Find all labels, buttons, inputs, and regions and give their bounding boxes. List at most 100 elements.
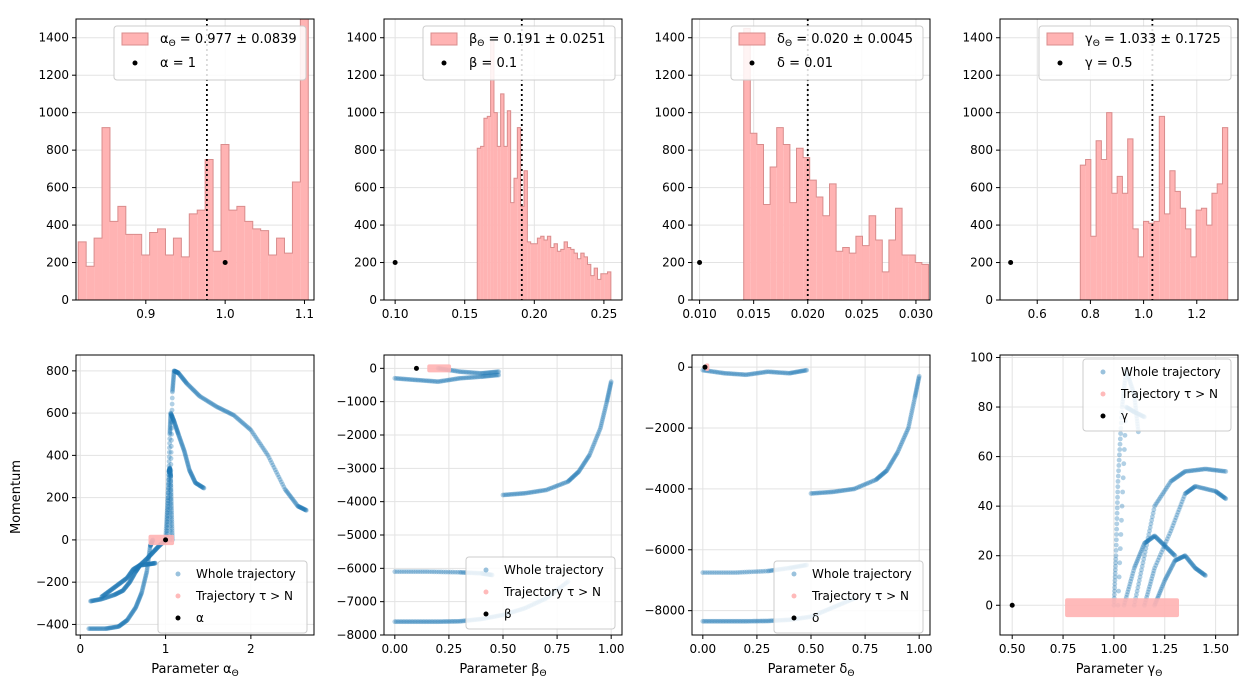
trajectory-point bbox=[186, 382, 192, 388]
trajectory-point bbox=[131, 566, 137, 572]
histogram-bar bbox=[915, 262, 922, 300]
trajectory-point bbox=[106, 589, 112, 594]
trajectory-point bbox=[129, 568, 135, 574]
trajectory-point bbox=[709, 618, 715, 624]
trajectory-point bbox=[165, 490, 171, 496]
trajectory-point bbox=[132, 566, 138, 571]
trajectory-point bbox=[164, 505, 170, 511]
trajectory-point bbox=[165, 486, 171, 491]
trajectory-point bbox=[718, 618, 724, 624]
trajectory-point bbox=[138, 591, 144, 597]
trajectory-point bbox=[148, 551, 154, 557]
trajectory-point bbox=[171, 371, 177, 377]
trajectory-point bbox=[123, 576, 129, 582]
trajectory-point bbox=[122, 585, 128, 591]
trajectory-point bbox=[257, 440, 262, 446]
trajectory-point bbox=[167, 436, 173, 442]
trajectory-point bbox=[133, 565, 139, 571]
trajectory-point bbox=[897, 444, 903, 450]
trajectory-point bbox=[284, 489, 290, 495]
trajectory-point bbox=[398, 619, 404, 625]
trajectory-point bbox=[732, 371, 738, 377]
trajectory-point bbox=[166, 468, 172, 473]
tail-trajectory-band bbox=[148, 534, 175, 546]
trajectory-point bbox=[763, 618, 769, 624]
trajectory-point bbox=[186, 465, 192, 470]
y-tick-label: 600 bbox=[46, 406, 69, 420]
trajectory-point bbox=[737, 569, 743, 575]
trajectory-point bbox=[475, 370, 481, 376]
trajectory-point bbox=[152, 547, 158, 553]
trajectory-point bbox=[450, 569, 456, 575]
trajectory-point bbox=[260, 445, 266, 451]
histogram-bar bbox=[822, 215, 830, 300]
trajectory-point bbox=[882, 469, 888, 475]
x-tick-label: 0 bbox=[76, 642, 84, 656]
trajectory-point bbox=[1117, 560, 1123, 566]
trajectory-point bbox=[606, 390, 612, 396]
trajectory-point bbox=[261, 447, 267, 453]
trajectory-point bbox=[594, 435, 599, 441]
trajectory-point bbox=[168, 480, 174, 486]
trajectory-point bbox=[1203, 573, 1208, 578]
trajectory-point bbox=[166, 480, 171, 485]
y-tick-label: 1400 bbox=[346, 31, 377, 45]
trajectory-point bbox=[116, 624, 122, 629]
legend-label: Whole trajectory bbox=[812, 567, 912, 581]
trajectory-point bbox=[143, 562, 148, 567]
trajectory-point bbox=[249, 429, 255, 435]
trajectory-point bbox=[283, 487, 289, 493]
trajectory-point bbox=[278, 479, 284, 485]
trajectory-point bbox=[119, 621, 125, 627]
trajectory-point bbox=[457, 375, 463, 381]
trajectory-point bbox=[859, 483, 865, 489]
x-tick-label: 0.00 bbox=[689, 642, 716, 656]
trajectory-point bbox=[445, 569, 451, 575]
trajectory-point bbox=[737, 371, 743, 377]
trajectory-point bbox=[605, 396, 610, 402]
trajectory-point bbox=[885, 465, 891, 471]
trajectory-point bbox=[594, 433, 600, 439]
trajectory-point bbox=[414, 619, 419, 625]
trajectory-point bbox=[432, 379, 438, 384]
trajectory-point bbox=[434, 379, 439, 384]
trajectory-point bbox=[909, 408, 915, 414]
histogram-bar bbox=[503, 146, 508, 300]
trajectory-point bbox=[136, 564, 142, 570]
trajectory-point bbox=[144, 570, 149, 576]
trajectory-point bbox=[99, 594, 105, 599]
trajectory-point bbox=[135, 599, 141, 605]
trajectory-point bbox=[187, 469, 193, 475]
trajectory-point bbox=[170, 386, 176, 392]
trajectory-point bbox=[121, 586, 127, 592]
trajectory-point bbox=[179, 441, 185, 447]
y-tick-label: 800 bbox=[970, 143, 993, 157]
trajectory-point bbox=[436, 569, 442, 575]
trajectory-point bbox=[169, 501, 174, 507]
histogram-bar bbox=[849, 253, 856, 300]
x-tick-label: 0.15 bbox=[451, 307, 478, 321]
trajectory-point bbox=[393, 619, 399, 625]
histogram-bar bbox=[842, 247, 850, 300]
trajectory-point bbox=[608, 379, 614, 385]
trajectory-point bbox=[563, 479, 569, 485]
trajectory-point bbox=[292, 500, 298, 505]
x-tick-label: 0.015 bbox=[736, 307, 770, 321]
trajectory-point bbox=[569, 475, 575, 481]
trajectory-point bbox=[177, 435, 183, 441]
trajectory-point bbox=[715, 369, 721, 375]
trajectory-point bbox=[478, 374, 484, 380]
y-tick-label: −7000 bbox=[336, 595, 377, 609]
trajectory-point bbox=[446, 377, 452, 383]
trajectory-point bbox=[135, 564, 140, 570]
trajectory-point bbox=[908, 412, 914, 418]
trajectory-point bbox=[199, 484, 204, 490]
trajectory-point bbox=[129, 576, 134, 582]
histogram-bar bbox=[557, 251, 561, 300]
trajectory-point bbox=[169, 510, 175, 516]
x-axis-label: Parameter γΘ bbox=[1076, 662, 1163, 679]
legend-marker bbox=[791, 593, 797, 599]
trajectory-point bbox=[441, 378, 447, 384]
trajectory-point bbox=[421, 378, 427, 383]
trajectory-point bbox=[899, 441, 904, 447]
